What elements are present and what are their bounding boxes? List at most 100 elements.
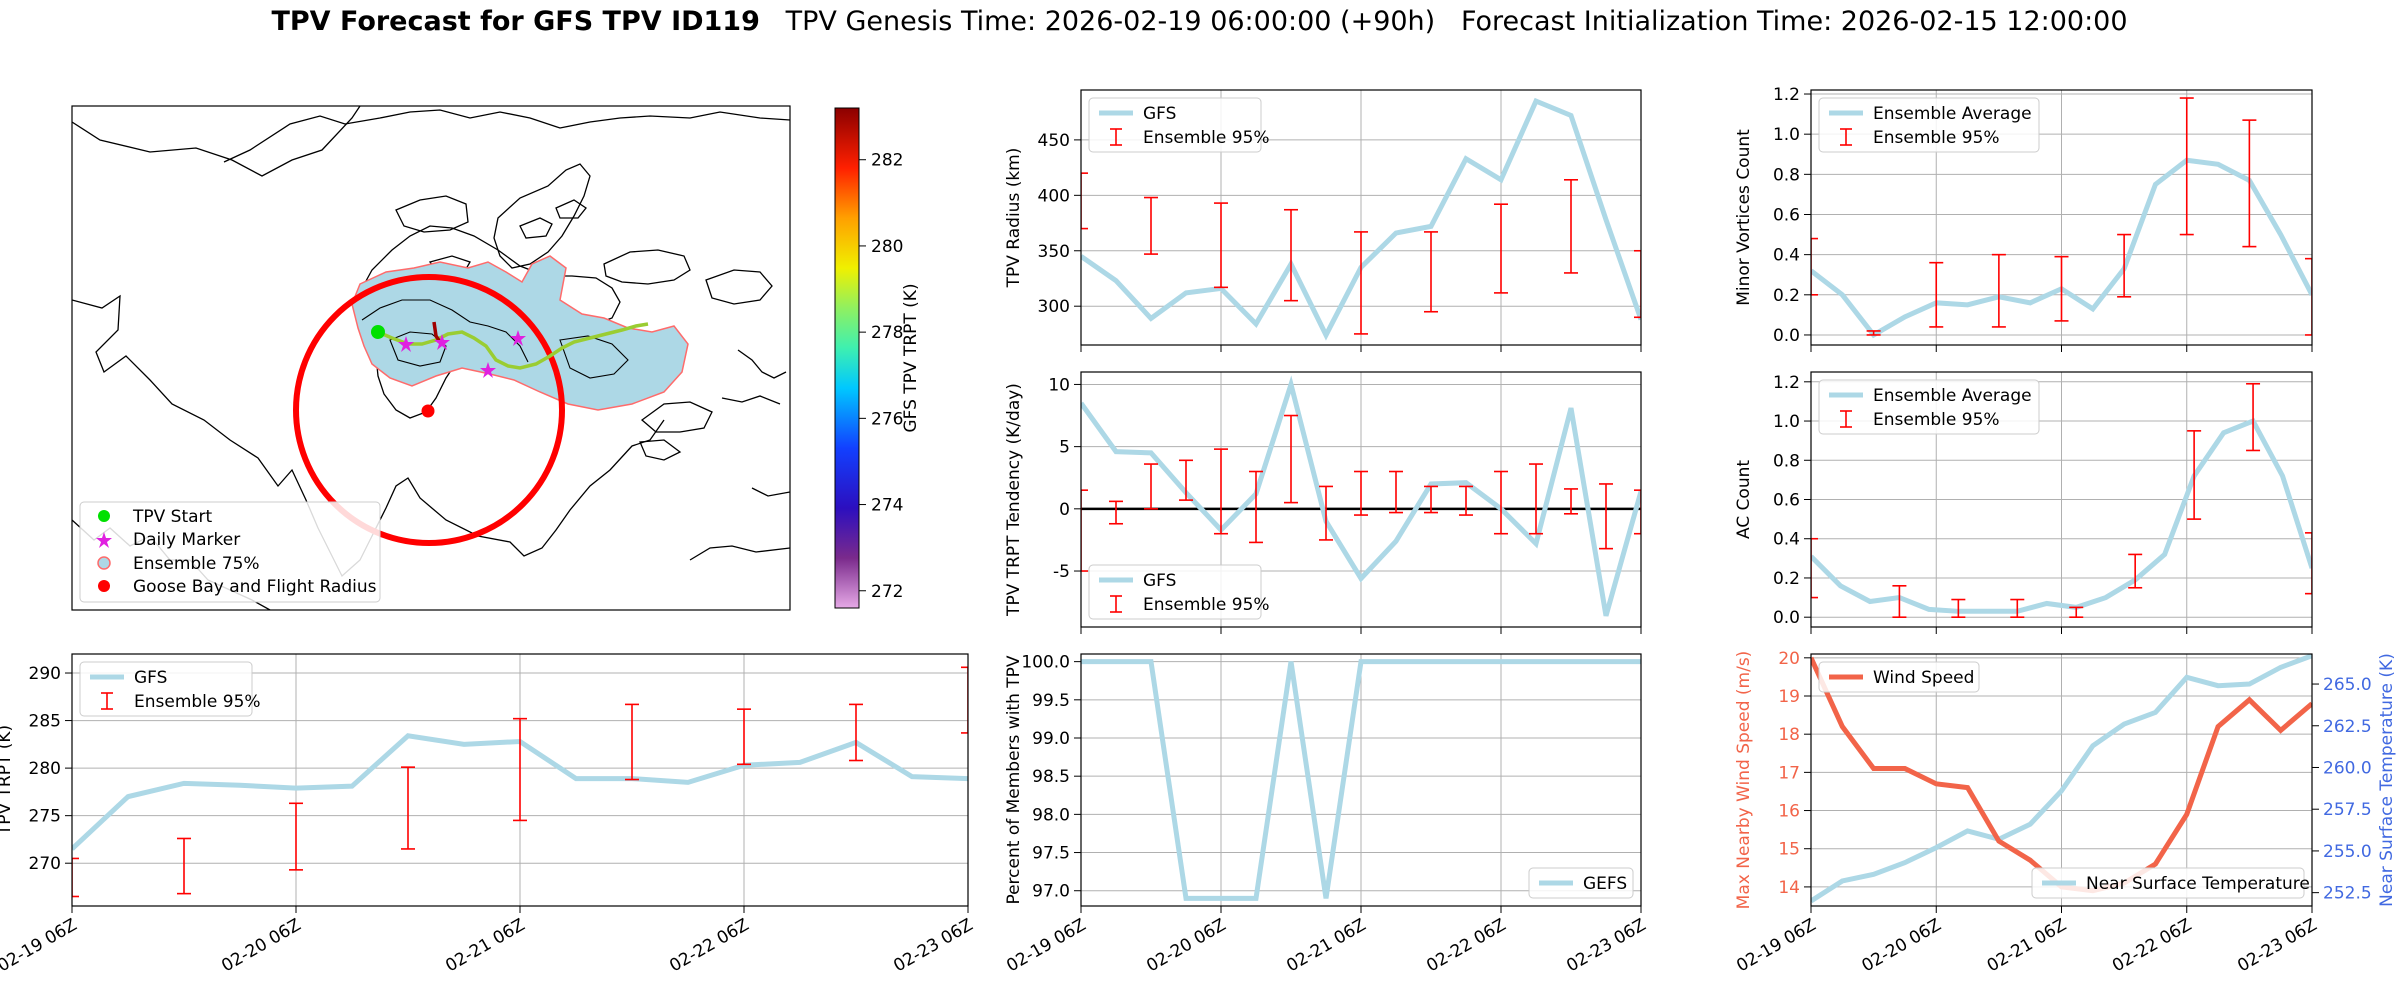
y-tick-label: 0.2 <box>1773 286 1800 306</box>
errorbar <box>2242 119 2257 248</box>
errorbar <box>625 703 639 781</box>
y-tick-label: 285 <box>29 712 61 732</box>
y-tick-label: 1.2 <box>1773 85 1800 105</box>
legend-temperature: Near Surface Temperature <box>2031 867 2310 899</box>
axes-frame <box>1810 653 2313 907</box>
x-tick-label: 02-20 06Z <box>1143 915 1229 976</box>
y-tick-label: 16 <box>1778 802 1800 822</box>
x-tick-label: 02-23 06Z <box>1563 915 1649 976</box>
tpv-start-marker <box>371 325 385 339</box>
errorbar <box>1951 598 1966 618</box>
legend-goose-bay-swatch <box>98 580 110 592</box>
errorbar <box>1144 196 1158 255</box>
y-tick-label: 0.8 <box>1773 451 1800 471</box>
y-tick-label: 290 <box>29 664 61 684</box>
x-tick-label: 02-22 06Z <box>1423 915 1509 976</box>
y-axis-label: Percent of Members with TPV <box>1004 655 1024 904</box>
errorbar <box>1564 179 1578 274</box>
legend-label: GFS <box>134 668 167 688</box>
y-tick-label: 20 <box>1778 649 1800 669</box>
x-tick-label: 02-21 06Z <box>1984 915 2070 976</box>
x-tick-label: 02-21 06Z <box>442 915 528 976</box>
series-line <box>1811 417 2312 614</box>
y-tick-label: 17 <box>1778 763 1800 783</box>
y-tick-label: 100.0 <box>1021 653 1070 673</box>
y-tick-label: 14 <box>1778 878 1800 898</box>
errorbar <box>2305 257 2312 336</box>
errorbar <box>1284 414 1298 504</box>
errorbar <box>177 837 191 895</box>
legend-label: Ensemble 95% <box>1873 410 2000 430</box>
axes-frame <box>1080 89 1642 346</box>
x-tick-label: 02-23 06Z <box>890 915 976 976</box>
y-tick-label: 0.6 <box>1773 491 1800 511</box>
colorbar-tick-label: 278 <box>871 323 903 343</box>
y-axis-label: TPV TRPT (K) <box>0 725 15 836</box>
y-axis-label: Minor Vortices Count <box>1734 129 1754 306</box>
colorbar-tick-label: 274 <box>871 496 903 516</box>
errorbar <box>1811 237 1818 296</box>
daily-marker <box>398 336 414 352</box>
map-frame <box>71 105 791 611</box>
legend-label: Ensemble 95% <box>1873 128 2000 148</box>
colorbar-tick-label: 272 <box>871 582 903 602</box>
errorbar <box>2117 233 2132 298</box>
errorbar <box>1494 470 1508 535</box>
legend-tpv-start-swatch <box>98 510 110 522</box>
legend-ensemble-swatch <box>97 556 111 570</box>
axes-frame <box>71 653 969 907</box>
errorbar <box>2187 430 2202 520</box>
plot-area <box>1081 375 1641 617</box>
y-tick-label: 98.0 <box>1032 805 1070 825</box>
errorbar <box>401 766 415 850</box>
y-tick-label: 0.0 <box>1773 608 1800 628</box>
x-tick-label: 02-19 06Z <box>1733 915 1819 976</box>
y-tick-label: 0.2 <box>1773 569 1800 589</box>
daily-markers <box>398 330 526 378</box>
legend-label: Ensemble 95% <box>1143 128 1270 148</box>
x-tick-label: 02-23 06Z <box>2234 915 2320 976</box>
axes-frame <box>1810 371 2313 628</box>
y-tick-label: 0 <box>1059 500 1070 520</box>
y-axis-label: Max Nearby Wind Speed (m/s) <box>1734 651 1754 910</box>
errorbar <box>1811 537 1818 599</box>
legend-label: Near Surface Temperature <box>2086 874 2310 894</box>
errorbar <box>737 708 751 766</box>
y-tick-label: 400 <box>1038 186 1070 206</box>
legend-label: Ensemble Average <box>1873 386 2032 406</box>
errorbar <box>1892 585 1907 618</box>
y-tick-label: 1.0 <box>1773 412 1800 432</box>
figure-title: TPV Forecast for GFS TPV ID119 TPV Genes… <box>0 6 2399 37</box>
legend-label: Wind Speed <box>1873 668 1974 688</box>
colorbar-tick-label: 280 <box>871 237 903 257</box>
y-tick-label: 19 <box>1778 687 1800 707</box>
legend-label: GFS <box>1143 104 1176 124</box>
y-right-tick-label: 255.0 <box>2323 842 2372 862</box>
y-tick-label: -5 <box>1053 562 1070 582</box>
y-tick-label: 0.0 <box>1773 326 1800 346</box>
legend-box <box>2031 867 2305 899</box>
errorbar <box>1249 470 1263 544</box>
plot-area <box>1811 97 2312 339</box>
errorbar <box>2010 598 2025 618</box>
legend-box <box>1818 379 2040 435</box>
daily-marker <box>510 330 526 346</box>
y-tick-label: 0.8 <box>1773 165 1800 185</box>
legend-daily-marker-swatch <box>96 532 112 548</box>
legend-box <box>1528 867 1634 899</box>
colorbar-label: GFS TPV TRPT (K) <box>901 283 921 432</box>
legend-wind: Wind Speed <box>1818 661 1980 693</box>
panel-ac: 0.0 0.2 0.4 0.6 0.8 1.0 1.2 AC Count Ensemble Av… <box>1734 371 2313 634</box>
legend-ensemble-75: Ensemble 75% <box>133 554 260 574</box>
y-tick-label: 270 <box>29 854 61 874</box>
y-tick-label: 0.4 <box>1773 246 1800 266</box>
errorbar <box>1214 448 1228 535</box>
errorbar <box>1354 470 1368 516</box>
x-tick-label: 02-19 06Z <box>1003 915 1089 976</box>
x-tick-label: 02-19 06Z <box>0 915 81 976</box>
series-line <box>1081 375 1641 617</box>
colorbar: 272 274 276 278 280 282 GFS TPV TRPT (K) <box>834 107 921 609</box>
y-tick-label: 0.6 <box>1773 205 1800 225</box>
legend: GEFS <box>1528 867 1634 899</box>
